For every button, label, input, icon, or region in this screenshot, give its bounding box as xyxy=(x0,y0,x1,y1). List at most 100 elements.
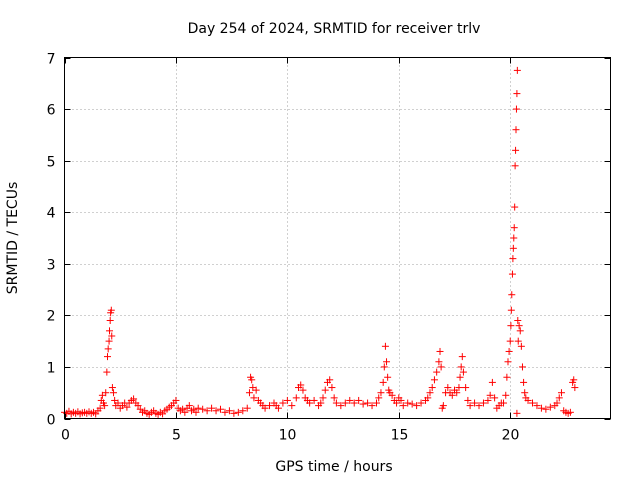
data-point xyxy=(221,408,229,416)
data-point xyxy=(533,402,541,410)
data-point xyxy=(279,399,287,407)
data-point xyxy=(505,347,513,355)
data-point xyxy=(381,342,389,350)
data-point xyxy=(507,306,515,314)
data-point xyxy=(283,396,291,404)
data-point xyxy=(212,407,220,415)
data-point xyxy=(439,402,447,410)
data-point xyxy=(404,399,412,407)
data-point xyxy=(513,66,521,74)
data-point xyxy=(464,396,472,404)
data-point xyxy=(509,244,517,252)
data-point xyxy=(299,386,307,394)
data-point xyxy=(341,399,349,407)
data-point xyxy=(466,402,474,410)
data-point xyxy=(130,395,138,403)
data-point xyxy=(321,386,329,394)
data-point xyxy=(513,90,521,98)
data-point xyxy=(192,408,200,416)
x-tick-label: 5 xyxy=(172,428,181,444)
y-tick-label: 0 xyxy=(47,413,56,429)
data-point xyxy=(529,399,536,407)
data-point xyxy=(252,386,260,394)
y-tick-label: 7 xyxy=(47,52,56,68)
data-point xyxy=(107,306,115,314)
data-point xyxy=(101,402,109,410)
data-point xyxy=(261,404,269,412)
data-point xyxy=(542,405,550,413)
data-point xyxy=(346,396,354,404)
data-point xyxy=(424,394,432,402)
data-point xyxy=(108,332,116,340)
data-point xyxy=(332,399,340,407)
data-point xyxy=(208,404,216,412)
data-point xyxy=(512,126,520,134)
data-point xyxy=(570,376,578,384)
data-point xyxy=(103,368,111,376)
data-point xyxy=(330,394,338,402)
data-point xyxy=(512,105,520,113)
data-point xyxy=(514,337,522,345)
data-point xyxy=(571,384,579,392)
data-point xyxy=(555,394,563,402)
data-point xyxy=(511,162,519,170)
data-point xyxy=(185,402,193,410)
data-point xyxy=(288,402,296,410)
data-point xyxy=(517,342,525,350)
data-point xyxy=(104,345,112,353)
data-point xyxy=(319,394,327,402)
data-point xyxy=(172,396,180,404)
axis-ticks: 0 5 10 15 20 0 1 2 3 4 5 6 7 xyxy=(47,52,611,444)
data-point xyxy=(106,317,114,325)
data-point xyxy=(508,291,516,299)
data-point xyxy=(433,368,441,376)
data-point xyxy=(250,394,258,402)
data-point xyxy=(491,394,499,402)
data-point xyxy=(459,368,467,376)
data-point xyxy=(437,363,445,371)
data-points xyxy=(61,66,579,418)
data-point xyxy=(181,408,189,416)
data-point xyxy=(506,337,514,345)
data-point xyxy=(511,203,519,211)
data-point xyxy=(426,389,434,397)
data-point xyxy=(317,399,325,407)
data-point xyxy=(375,394,383,402)
data-point xyxy=(524,396,532,404)
y-tick-label: 2 xyxy=(47,309,56,325)
grid xyxy=(64,57,611,419)
data-point xyxy=(557,389,565,397)
data-point xyxy=(436,347,444,355)
x-tick-label: 15 xyxy=(391,428,409,444)
data-point xyxy=(297,381,305,389)
data-point xyxy=(408,400,416,408)
data-point xyxy=(234,408,242,416)
data-point xyxy=(520,378,528,386)
data-point xyxy=(430,376,438,384)
data-point xyxy=(486,391,494,399)
data-point xyxy=(435,358,443,366)
data-point xyxy=(105,337,113,345)
x-tick-label: 20 xyxy=(502,428,520,444)
data-point xyxy=(108,384,116,392)
y-tick-label: 6 xyxy=(47,103,56,119)
data-point xyxy=(350,399,358,407)
data-point xyxy=(104,353,112,361)
data-point xyxy=(537,404,545,412)
data-point xyxy=(380,363,388,371)
data-point xyxy=(399,402,407,410)
data-point xyxy=(503,373,511,381)
data-point xyxy=(502,391,510,399)
data-point xyxy=(194,404,202,412)
data-point xyxy=(484,396,492,404)
data-point xyxy=(102,389,110,397)
data-point xyxy=(337,402,345,410)
data-point xyxy=(230,409,238,417)
data-point xyxy=(453,389,461,397)
data-point xyxy=(274,404,282,412)
data-point xyxy=(444,384,452,392)
data-point xyxy=(509,255,517,263)
data-point xyxy=(134,402,142,410)
data-point xyxy=(471,399,479,407)
